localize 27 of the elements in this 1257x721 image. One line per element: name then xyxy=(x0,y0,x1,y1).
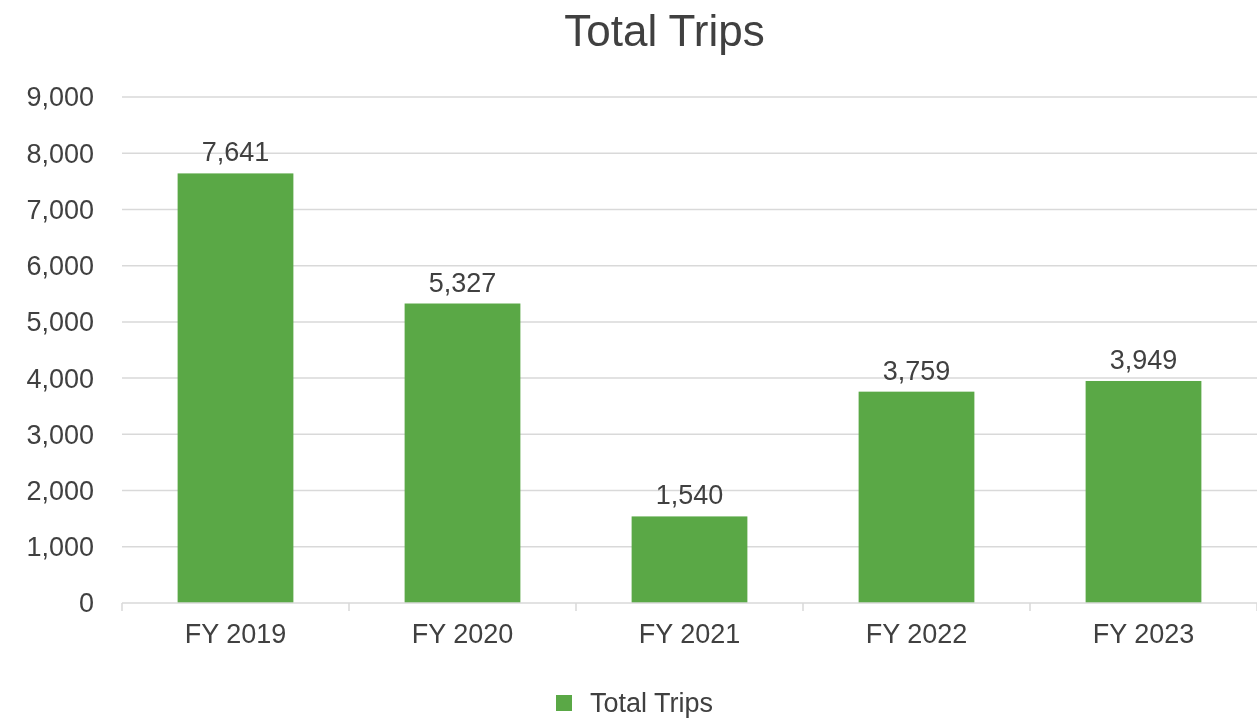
data-label: 7,641 xyxy=(201,137,270,168)
legend-label: Total Trips xyxy=(590,688,714,719)
y-tick-label: 0 xyxy=(78,588,94,619)
y-tick-label: 9,000 xyxy=(26,82,94,113)
data-label: 1,540 xyxy=(655,480,724,511)
x-tick-label: FY 2019 xyxy=(184,619,287,649)
bar xyxy=(858,391,975,603)
data-label: 3,949 xyxy=(1109,344,1178,375)
y-tick-label: 3,000 xyxy=(26,419,94,450)
bar xyxy=(1085,380,1202,603)
y-tick-label: 5,000 xyxy=(26,307,94,338)
x-tick-label: FY 2023 xyxy=(1092,619,1195,649)
y-tick-label: 4,000 xyxy=(26,363,94,394)
x-tick-label: FY 2020 xyxy=(411,619,514,649)
y-tick-label: 6,000 xyxy=(26,251,94,282)
chart-title: Total Trips xyxy=(564,6,765,55)
bar xyxy=(631,516,748,603)
x-tick-label: FY 2021 xyxy=(638,619,741,649)
y-tick-label: 7,000 xyxy=(26,194,94,225)
y-tick-label: 8,000 xyxy=(26,138,94,169)
data-label: 3,759 xyxy=(882,355,951,386)
y-tick-label: 2,000 xyxy=(26,476,94,507)
bar xyxy=(404,303,521,603)
y-tick-label: 1,000 xyxy=(26,532,94,563)
data-label: 5,327 xyxy=(428,267,497,298)
bar xyxy=(177,173,294,603)
x-tick-label: FY 2022 xyxy=(865,619,968,649)
